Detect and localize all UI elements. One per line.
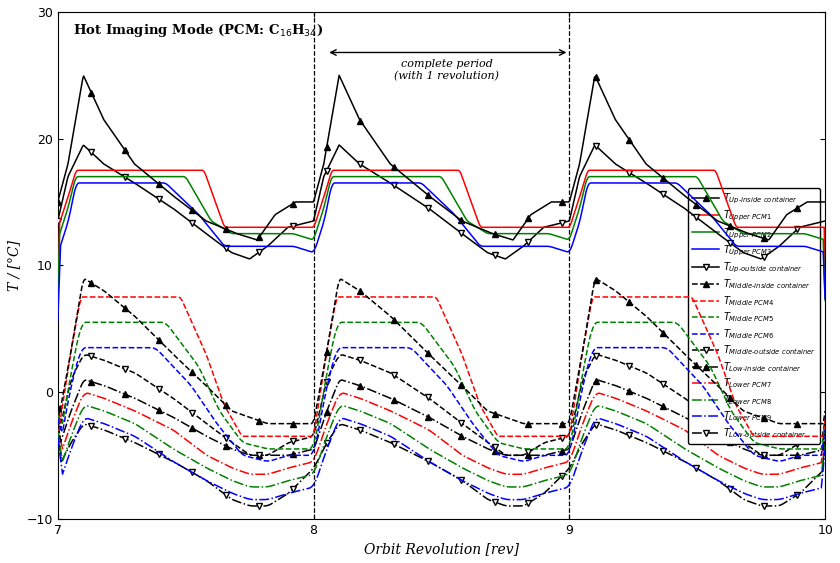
Y-axis label: T / [°C]: T / [°C]: [7, 240, 21, 291]
Text: Hot Imaging Mode (PCM: C$_{16}$H$_{34}$): Hot Imaging Mode (PCM: C$_{16}$H$_{34}$): [73, 22, 323, 39]
Legend: $T_{Up\text{-}inside\ container}$, $T_{Upper\ PCM1}$, $T_{Upper\ PCM2}$, $T_{Upp: $T_{Up\text{-}inside\ container}$, $T_{U…: [688, 188, 820, 444]
Text: complete period
(with 1 revolution): complete period (with 1 revolution): [394, 59, 499, 81]
X-axis label: Orbit Revolution [rev]: Orbit Revolution [rev]: [364, 542, 519, 556]
